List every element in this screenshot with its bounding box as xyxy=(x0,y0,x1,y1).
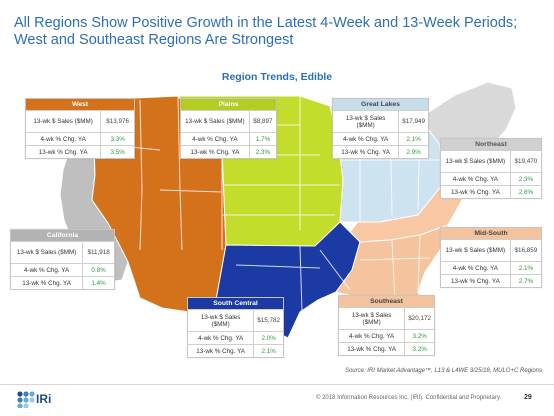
region-box-title: Southeast xyxy=(339,296,434,307)
row-value: $15,782 xyxy=(253,309,283,332)
row-value: $20,172 xyxy=(404,307,434,330)
row-value: 3.3% xyxy=(100,132,134,146)
region-box-mid-south: Mid-South 13-wk $ Sales ($MM) $16,859 4-w… xyxy=(440,227,542,288)
region-box-northeast: Northeast 13-wk $ Sales ($MM) $19,470 4-w… xyxy=(440,138,542,199)
row-value: 0.8% xyxy=(82,263,114,277)
row-label: 13-wk % Chg. YA xyxy=(11,276,84,289)
iri-logo-icon xyxy=(17,391,35,408)
row-label: 4-wk % Chg. YA xyxy=(441,261,511,275)
row-value: $19,470 xyxy=(510,150,541,173)
row-value: $13,976 xyxy=(100,110,134,133)
row-label: 13-wk % Chg. YA xyxy=(26,145,102,158)
page-headline: All Regions Show Positive Growth in the … xyxy=(14,15,544,49)
row-label: 13-wk $ Sales ($MM) xyxy=(333,110,400,133)
region-box-california: California 13-wk $ Sales ($MM) $11,918 4-… xyxy=(10,229,115,290)
headline-line-1: All Regions Show Positive Growth in the … xyxy=(14,15,518,31)
row-label: 13-wk % Chg. YA xyxy=(441,185,511,198)
row-label: 13-wk % Chg. YA xyxy=(339,342,406,355)
region-box-great-lakes: Great Lakes 13-wk $ Sales ($MM) $17,949 4… xyxy=(332,98,429,159)
row-label: 4-wk % Chg. YA xyxy=(11,263,84,277)
row-value: $11,918 xyxy=(82,241,114,264)
row-value: 2.1% xyxy=(510,261,541,275)
copyright: © 2018 Information Resources Inc. (IRI).… xyxy=(316,395,502,401)
row-label: 13-wk $ Sales ($MM) xyxy=(188,309,255,332)
region-box-plains: Plains 13-wk $ Sales ($MM) $8,897 4-wk % … xyxy=(180,98,277,159)
row-value: 3.2% xyxy=(404,329,434,343)
row-label: 4-wk % Chg. YA xyxy=(333,132,400,146)
region-box-title: West xyxy=(26,99,134,110)
row-value: 3.2% xyxy=(404,342,434,355)
row-label: 13-wk % Chg. YA xyxy=(333,145,400,158)
row-label: 13-wk % Chg. YA xyxy=(441,274,511,287)
row-label: 4-wk % Chg. YA xyxy=(181,132,250,146)
row-value: 2.7% xyxy=(510,274,541,287)
region-box-title: South Central xyxy=(188,298,283,309)
row-label: 4-wk % Chg. YA xyxy=(188,331,255,345)
footer-divider xyxy=(0,384,554,385)
region-box-title: Northeast xyxy=(441,139,541,150)
headline-line-2: West and Southeast Regions Are Strongest xyxy=(14,32,294,48)
row-value: 2.1% xyxy=(398,132,428,146)
region-box-title: Plains xyxy=(181,99,276,110)
row-value: $8,897 xyxy=(249,110,276,133)
row-label: 4-wk % Chg. YA xyxy=(441,172,511,186)
row-value: $17,949 xyxy=(398,110,428,133)
row-label: 4-wk % Chg. YA xyxy=(339,329,406,343)
row-value: 2.1% xyxy=(253,344,283,357)
region-box-title: Mid-South xyxy=(441,228,541,239)
row-label: 13-wk $ Sales ($MM) xyxy=(441,150,511,173)
region-box-west: West 13-wk $ Sales ($MM) $13,976 4-wk % C… xyxy=(25,98,135,159)
row-label: 13-wk $ Sales ($MM) xyxy=(441,239,511,262)
row-value: 2.0% xyxy=(253,331,283,345)
row-label: 13-wk $ Sales ($MM) xyxy=(11,241,84,264)
page-number: 29 xyxy=(524,394,532,401)
row-label: 4-wk % Chg. YA xyxy=(26,132,102,146)
row-label: 13-wk $ Sales ($MM) xyxy=(339,307,406,330)
source-note: Source: IRI Market Advantage™, L13 & L4W… xyxy=(344,368,542,374)
region-box-title: California xyxy=(11,230,114,241)
row-value: 2.3% xyxy=(249,145,276,158)
row-value: 3.5% xyxy=(100,145,134,158)
row-value: 2.6% xyxy=(510,185,541,198)
row-label: 13-wk % Chg. YA xyxy=(188,344,255,357)
region-box-south-central: South Central 13-wk $ Sales ($MM) $15,782… xyxy=(187,297,284,358)
region-box-title: Great Lakes xyxy=(333,99,428,110)
row-value: 1.7% xyxy=(249,132,276,146)
row-value: $16,859 xyxy=(510,239,541,262)
row-value: 2.9% xyxy=(398,145,428,158)
row-label: 13-wk % Chg. YA xyxy=(181,145,250,158)
row-value: 1.4% xyxy=(82,276,114,289)
region-box-southeast: Southeast 13-wk $ Sales ($MM) $20,172 4-w… xyxy=(338,295,435,356)
row-value: 2.3% xyxy=(510,172,541,186)
map-title: Region Trends, Edible xyxy=(221,71,333,83)
row-label: 13-wk $ Sales ($MM) xyxy=(181,110,250,133)
logo-text: IRi xyxy=(36,392,52,406)
row-label: 13-wk $ Sales ($MM) xyxy=(26,110,102,133)
